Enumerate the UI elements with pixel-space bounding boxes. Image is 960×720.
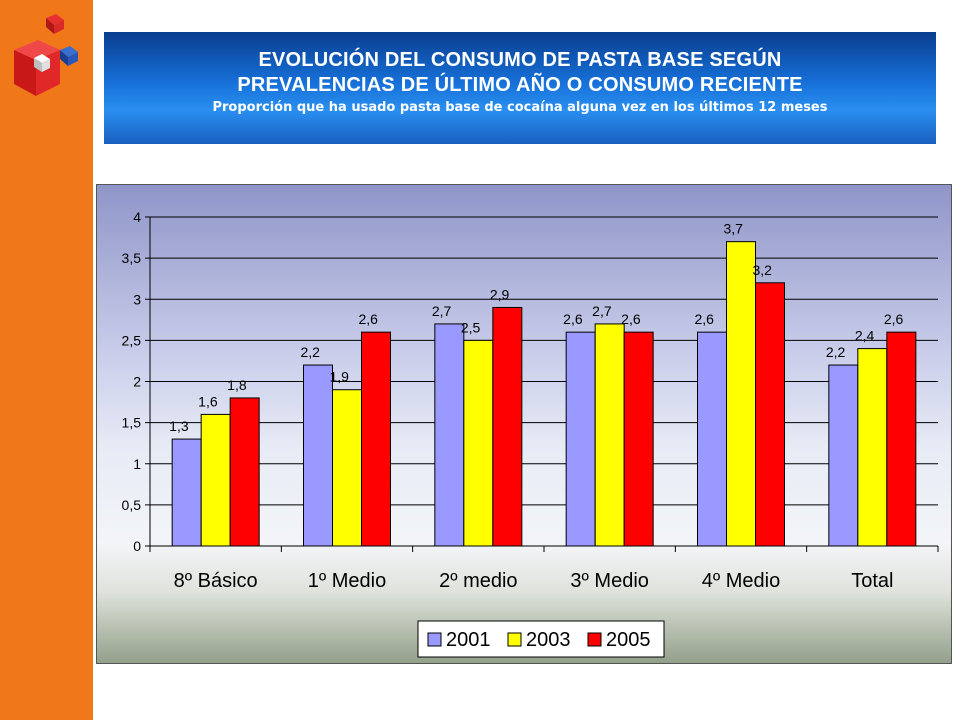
bar-2003 xyxy=(463,339,494,547)
y-tick-label: 2,5 xyxy=(122,332,142,348)
chart-frame: 0 0,5 1 1,5 2 2,5 3 3,5 4 1,3 1,6 1,8 8º Básico 2,2 1,… xyxy=(96,184,952,664)
bar-2005 xyxy=(755,282,785,547)
bar-2005 xyxy=(492,306,523,547)
bar-2001 xyxy=(303,364,333,547)
bar-2001 xyxy=(697,331,727,547)
data-label-2005: 2,6 xyxy=(884,311,904,327)
legend-label-2003: 2003 xyxy=(526,629,571,651)
y-tick-label: 2 xyxy=(133,374,141,390)
category-label: 1º Medio xyxy=(308,570,386,592)
y-tick-label: 1,5 xyxy=(122,415,142,431)
bar-2005 xyxy=(229,397,260,547)
data-label-2005: 1,8 xyxy=(227,377,247,393)
left-sidebar xyxy=(0,0,93,720)
bar-2001 xyxy=(171,438,202,547)
logo-cubes-icon xyxy=(14,14,78,96)
data-label-2001: 2,2 xyxy=(301,344,321,360)
category-label: 3º Medio xyxy=(570,570,648,592)
legend-label-2001: 2001 xyxy=(446,629,491,651)
category-label: Total xyxy=(851,570,893,592)
y-tick-label: 0,5 xyxy=(122,497,142,513)
data-label-2003: 1,6 xyxy=(198,393,218,409)
bar-2005 xyxy=(886,331,917,547)
bar-2001 xyxy=(565,331,596,547)
category-label: 4º Medio xyxy=(702,570,780,592)
data-label-2005: 2,6 xyxy=(621,311,641,327)
data-label-2003: 2,5 xyxy=(461,319,481,335)
data-label-2005: 2,9 xyxy=(490,286,510,302)
bar-2003 xyxy=(726,241,756,547)
data-label-2001: 2,6 xyxy=(695,311,715,327)
y-tick-label: 0 xyxy=(133,538,141,554)
legend-box xyxy=(417,620,665,658)
data-label-2001: 1,3 xyxy=(169,418,189,434)
data-label-2003: 2,7 xyxy=(592,303,612,319)
page-subtitle: Proporción que ha usado pasta base de co… xyxy=(212,100,828,115)
category-label: 2º medio xyxy=(439,570,517,592)
bar-chart: 0 0,5 1 1,5 2 2,5 3 3,5 4 1,3 1,6 1,8 8º Básico 2,2 1,… xyxy=(122,209,939,658)
data-label-2003: 3,7 xyxy=(724,221,744,237)
data-label-2003: 1,9 xyxy=(330,369,350,385)
bar-2003 xyxy=(332,389,362,547)
bar-2003 xyxy=(594,323,625,547)
data-label-2001: 2,7 xyxy=(432,303,452,319)
y-tick-label: 3 xyxy=(133,291,141,307)
bar-2001 xyxy=(828,364,859,547)
data-label-2003: 2,4 xyxy=(855,328,875,344)
legend-swatch-2001 xyxy=(427,632,442,647)
page-title-line2: PREVALENCIAS DE ÚLTIMO AÑO O CONSUMO REC… xyxy=(237,74,803,96)
legend-swatch-2005 xyxy=(587,632,602,647)
legend-swatch-2003 xyxy=(507,632,522,647)
bar-2003 xyxy=(200,413,231,547)
data-label-2005: 2,6 xyxy=(359,311,379,327)
bar-2005 xyxy=(361,331,391,547)
y-tick-label: 1 xyxy=(133,456,141,472)
y-tick-label: 3,5 xyxy=(122,250,142,266)
y-tick-label: 4 xyxy=(133,209,141,225)
legend-label-2005: 2005 xyxy=(606,629,651,651)
bar-2001 xyxy=(434,323,465,547)
data-label-2005: 3,2 xyxy=(753,262,773,278)
title-banner: EVOLUCIÓN DEL CONSUMO DE PASTA BASE SEGÚ… xyxy=(104,32,936,144)
data-label-2001: 2,2 xyxy=(826,344,846,360)
page-title-line1: EVOLUCIÓN DEL CONSUMO DE PASTA BASE SEGÚ… xyxy=(258,49,782,71)
bar-2005 xyxy=(623,331,654,547)
data-label-2001: 2,6 xyxy=(563,311,583,327)
category-label: 8º Básico xyxy=(174,570,258,592)
bar-2003 xyxy=(857,348,888,547)
